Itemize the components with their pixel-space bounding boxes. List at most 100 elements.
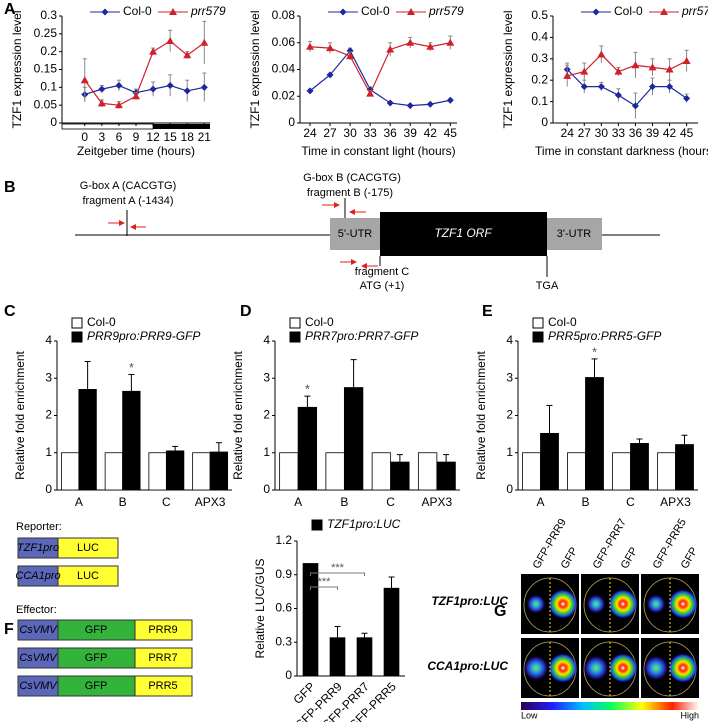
y-tick-label: 0.3	[40, 8, 57, 22]
bar	[567, 452, 586, 491]
legend-marker	[339, 8, 347, 16]
x-tick-label: 33	[612, 126, 626, 140]
x-tick-label: 36	[384, 126, 398, 140]
orf-label: TZF1 ORF	[434, 226, 492, 240]
bar	[657, 452, 676, 491]
x-tick-label: 45	[680, 126, 694, 140]
utr-label: 3'-UTR	[557, 228, 592, 240]
y-tick-label: 0	[506, 482, 513, 496]
y-axis-title: TZF1 expression level	[501, 10, 515, 128]
y-tick-label: 0.1	[531, 94, 548, 108]
y-tick-label: 2	[263, 408, 270, 422]
x-tick-label: 9	[133, 130, 140, 144]
x-tick-label: 3	[99, 130, 106, 144]
significance-bracket	[310, 586, 338, 590]
box-label: PRR5	[148, 680, 177, 692]
legend-label: Col-0	[614, 4, 643, 18]
signal	[548, 653, 578, 683]
bar	[302, 563, 319, 677]
bar	[540, 432, 559, 491]
bar	[60, 452, 80, 491]
bar	[165, 450, 185, 491]
panel-label: D	[240, 303, 252, 320]
data-point	[115, 82, 123, 90]
data-point	[614, 91, 622, 99]
legend-swatch	[71, 331, 83, 343]
effector: CsVMV GFP PRR7	[17, 647, 193, 669]
bar	[325, 452, 345, 491]
panel-label: C	[4, 303, 16, 320]
box-label: GFP	[85, 624, 108, 636]
bar	[383, 587, 400, 677]
data-point	[682, 56, 691, 64]
data-point	[406, 102, 414, 110]
gene-diagram: G-box A (CACGTG) fragment A (-1434) G-bo…	[75, 172, 660, 292]
legend-swatch	[289, 317, 301, 329]
bar	[279, 452, 299, 491]
y-tick-label: 2	[506, 408, 513, 422]
x-tick-label: C	[626, 495, 635, 509]
x-tick-label: APX3	[422, 495, 453, 509]
x-axis-title: Time in constant darkness (hours)	[535, 144, 708, 158]
y-tick-label: 0	[285, 668, 292, 682]
data-point	[114, 101, 123, 109]
signal	[646, 594, 666, 614]
y-tick-label: 1	[506, 445, 513, 459]
data-point	[446, 96, 454, 104]
data-point	[666, 83, 674, 91]
y-tick-label: 0	[541, 115, 548, 129]
data-point	[597, 83, 605, 91]
y-tick-label: 0.3	[275, 634, 292, 648]
x-tick-label: 36	[629, 126, 643, 140]
signal	[668, 589, 698, 619]
bar	[417, 452, 438, 491]
y-axis-title: Relative fold enrichment	[474, 350, 488, 479]
x-axis-title: Time in constant light (hours)	[301, 144, 455, 158]
data-point	[200, 38, 209, 46]
gbox-label: G-box B (CACGTG)	[303, 172, 401, 184]
signal	[523, 655, 549, 681]
legend-marker	[660, 8, 668, 15]
bar	[78, 389, 97, 491]
x-tick-label: C	[386, 495, 395, 509]
x-tick-label: 45	[444, 126, 458, 140]
y-tick-label: 0.2	[531, 72, 548, 86]
x-tick-label: 24	[561, 126, 575, 140]
y-axis-title: Relative LUC/GUS	[253, 558, 267, 658]
x-tick-label: 39	[404, 126, 418, 140]
signal	[548, 589, 578, 619]
data-point	[97, 99, 106, 107]
row-label: TZF1pro:LUC	[431, 594, 508, 608]
x-tick-label: 0	[81, 130, 88, 144]
data-point	[406, 38, 415, 46]
y-tick-label: 0.9	[275, 567, 292, 581]
box-label: PRR9	[148, 624, 177, 636]
y-tick-label: 4	[45, 333, 52, 347]
y-tick-label: 0.06	[272, 35, 296, 49]
significance-mark: *	[129, 360, 134, 375]
data-point	[386, 99, 394, 107]
signal	[608, 589, 638, 619]
box-label: CCA1pro	[15, 570, 60, 582]
y-tick-label: 3	[263, 370, 270, 384]
significance-mark: *	[592, 344, 597, 359]
legend-label: Col-0	[548, 315, 577, 329]
dark-period	[153, 124, 210, 129]
y-tick-label: 0.5	[531, 8, 548, 22]
bar	[343, 387, 364, 491]
reporter-label: Reporter:	[16, 521, 62, 533]
y-tick-label: 4	[263, 333, 270, 347]
y-tick-label: 0.3	[531, 51, 548, 65]
x-axis-title: Zeitgeber time (hours)	[77, 144, 195, 158]
significance-bracket	[310, 572, 365, 576]
data-point	[580, 67, 589, 75]
y-tick-label: 0	[263, 482, 270, 496]
legend-marker	[407, 8, 415, 15]
legend-swatch	[311, 519, 323, 531]
data-point	[306, 42, 315, 50]
bar	[192, 452, 211, 491]
data-point	[614, 67, 623, 75]
x-tick-label: A	[75, 495, 83, 509]
legend-label: PRR7pro:PRR7-GFP	[305, 329, 418, 343]
box-label: GFP	[85, 680, 108, 692]
